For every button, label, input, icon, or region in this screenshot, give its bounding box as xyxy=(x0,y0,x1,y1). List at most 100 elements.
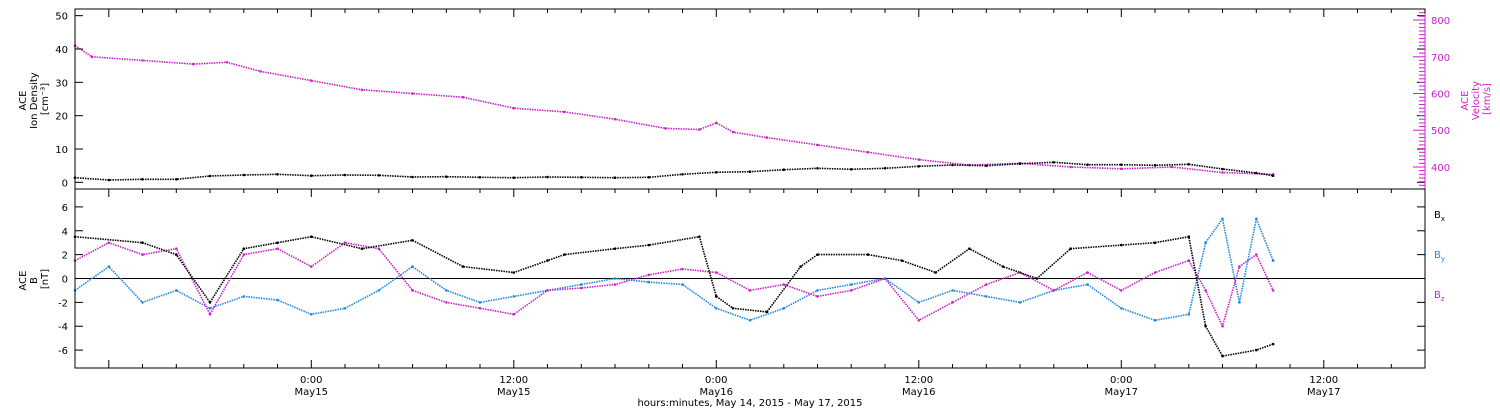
density-point xyxy=(1271,174,1275,177)
bx-point xyxy=(968,247,971,250)
bx-point xyxy=(900,259,904,262)
bz-point xyxy=(478,307,482,310)
velocity-point xyxy=(310,79,313,82)
density-velocity-data xyxy=(73,44,1275,182)
by-point xyxy=(917,301,921,304)
by-point xyxy=(512,295,516,298)
bz-point xyxy=(276,247,279,250)
velocity-point xyxy=(461,95,465,99)
by-point xyxy=(1204,241,1207,244)
field-tick-label: -6 xyxy=(58,346,68,357)
by-point xyxy=(580,283,583,286)
density-point xyxy=(141,178,144,181)
velocity-point xyxy=(731,130,735,134)
by-point xyxy=(1018,301,1022,304)
bx-point xyxy=(1271,342,1275,346)
by-point xyxy=(141,301,144,304)
bz-point xyxy=(1204,289,1207,292)
bx-point xyxy=(1001,265,1005,268)
by-point xyxy=(1153,319,1157,322)
bx-point xyxy=(1035,277,1039,280)
velocity-axis-label: ACE Velocity [km/s] xyxy=(1460,78,1493,120)
velocity-point xyxy=(259,70,262,73)
bz-point xyxy=(242,253,246,256)
bz-point xyxy=(411,289,414,292)
bz-point xyxy=(1120,289,1123,292)
bz-point xyxy=(715,271,718,274)
bz-point xyxy=(816,295,819,298)
density-point xyxy=(1018,162,1022,165)
bz-point xyxy=(546,289,549,292)
bx-point xyxy=(731,307,735,310)
bz-point xyxy=(141,253,144,256)
velocity-point xyxy=(1069,165,1072,169)
density-point xyxy=(580,176,583,179)
by-point xyxy=(951,289,954,292)
time-tick-label: 0:00 xyxy=(300,375,322,386)
velocity-tick-label: 600 xyxy=(1431,89,1450,100)
bx-point xyxy=(613,247,617,250)
bz-point xyxy=(917,319,921,322)
velocity-point xyxy=(613,117,617,121)
bx-point xyxy=(765,310,769,314)
field-tick-label: 6 xyxy=(62,203,68,214)
field-tick-label: -2 xyxy=(58,298,68,309)
by-point xyxy=(175,289,178,292)
bz-point xyxy=(1187,259,1191,262)
density-point xyxy=(1153,164,1157,167)
density-point xyxy=(883,167,887,170)
density-point xyxy=(748,170,752,173)
velocity-tick-label: 800 xyxy=(1431,16,1450,27)
by-point xyxy=(1187,313,1191,316)
bx-point xyxy=(698,235,701,238)
by-point xyxy=(276,298,279,302)
bz-point xyxy=(208,313,212,316)
bx-point xyxy=(816,253,819,256)
density-point xyxy=(1052,161,1056,164)
density-point xyxy=(445,175,448,178)
velocity-axis-label-line3: [km/s] xyxy=(1482,83,1493,115)
density-point xyxy=(242,173,246,177)
bx-point xyxy=(715,295,718,298)
density-tick-label: 30 xyxy=(55,78,68,89)
bx-point xyxy=(866,253,870,256)
bz-point xyxy=(1153,271,1157,274)
bz-point xyxy=(748,289,752,292)
by-point xyxy=(1221,217,1224,221)
density-point xyxy=(647,176,651,179)
by-point xyxy=(985,295,988,298)
bz-point xyxy=(985,283,988,286)
bx-point xyxy=(141,241,144,244)
velocity-point xyxy=(1170,165,1174,169)
bx-point xyxy=(175,253,178,256)
date-tick-label: May17 xyxy=(1307,387,1340,398)
bz-point xyxy=(175,247,178,250)
by-point xyxy=(816,289,819,292)
field-legend: Bx By Bz xyxy=(1434,210,1445,303)
bx-point xyxy=(799,265,802,268)
field-axis: -6 -4 -2 0 2 4 6 xyxy=(58,203,1425,357)
time-axis-title: hours:minutes, May 14, 2015 - May 17, 20… xyxy=(637,398,862,409)
bx-point xyxy=(1187,235,1191,238)
bx-point xyxy=(208,301,212,304)
bx-point xyxy=(1255,348,1258,352)
velocity-point xyxy=(360,88,364,92)
by-point xyxy=(849,283,853,286)
by-point xyxy=(1255,217,1258,221)
bz-point xyxy=(1052,289,1056,292)
bx-point xyxy=(1153,241,1157,244)
bz-point xyxy=(512,313,516,316)
by-point xyxy=(782,307,786,310)
by-point xyxy=(647,280,651,284)
bz-point xyxy=(883,277,887,280)
density-tick-label: 20 xyxy=(55,112,68,123)
by-point xyxy=(748,319,752,322)
density-point xyxy=(951,163,954,167)
bx-point xyxy=(1069,247,1072,250)
bx-point xyxy=(1221,354,1224,358)
bx-point xyxy=(310,235,313,238)
density-point xyxy=(276,173,279,176)
bz-trace xyxy=(74,241,1274,327)
date-tick-label: May15 xyxy=(295,387,328,398)
